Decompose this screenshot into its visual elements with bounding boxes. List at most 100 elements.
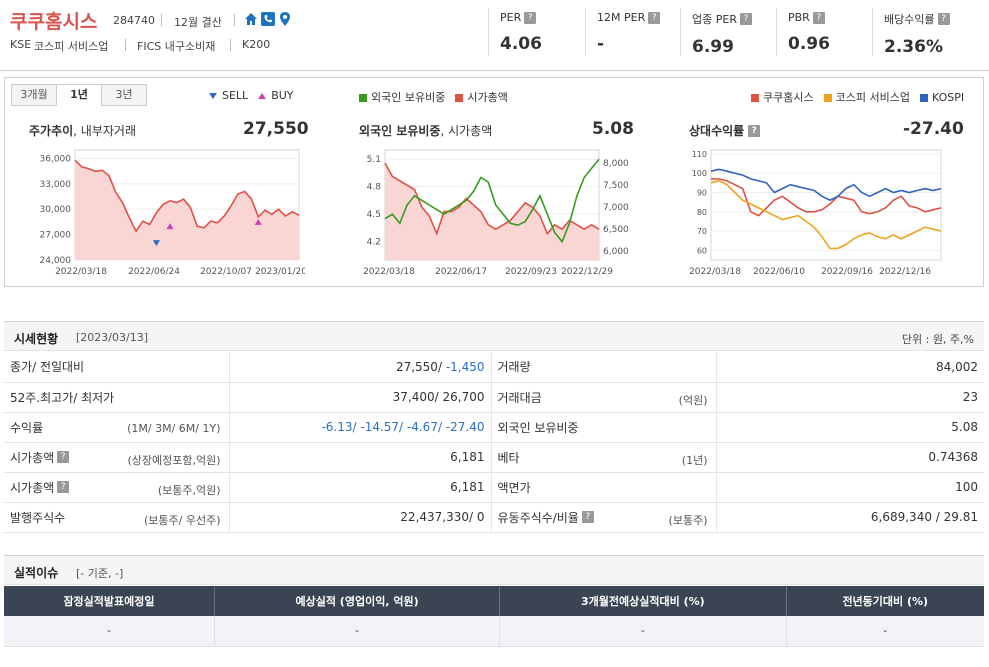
kospi-service-line	[710, 180, 942, 250]
row-value: 0.74368	[928, 450, 978, 464]
company-name: 쿠쿠홈시스	[10, 11, 98, 33]
row-label: 시가총액	[10, 480, 55, 495]
home-icon[interactable]	[244, 12, 258, 27]
y-tick-label-right: 7,000	[603, 203, 629, 213]
row-value: 22,437,330/ 0	[400, 510, 485, 524]
help-icon[interactable]: ?	[748, 124, 761, 137]
row-value: 100	[955, 480, 978, 494]
insider-legend: SELL BUY	[209, 89, 294, 102]
performance-table: 잠정실적발표예정일 예상실적 (영업이익, 억원) 3개월전예상실적대비 (%) 전년…	[4, 586, 984, 647]
chart-area: 3개월 1년 3년 SELL BUY 외국인 보유비중 시가총액 쿠쿠홈시스 코…	[4, 77, 984, 287]
help-icon[interactable]: ?	[581, 511, 594, 523]
row-value: 23	[962, 390, 978, 404]
y-tick-label: 70	[697, 227, 707, 236]
x-tick-label: 2022/03/18	[363, 267, 415, 277]
row-value: 37,400/ 26,700	[392, 390, 485, 404]
y-tick-label: 4.5	[367, 210, 381, 220]
buy-triangle-icon	[258, 93, 267, 99]
stock-line	[711, 178, 942, 217]
x-tick-label: 2022/03/18	[55, 267, 107, 277]
panel1-title: 주가추이, 내부자거래	[29, 124, 137, 138]
row-sublabel: (억원)	[678, 393, 708, 407]
y-tick-label-right: 8,000	[603, 159, 629, 169]
location-pin-icon[interactable]	[278, 12, 292, 27]
x-tick-label: 2022/06/10	[753, 267, 805, 277]
x-tick-label: 2022/12/16	[879, 267, 931, 277]
help-icon[interactable]: ?	[937, 13, 950, 25]
metric-industry-per: 업종 PER? 6.99	[692, 11, 752, 57]
sell-triangle-icon	[209, 93, 217, 99]
y-tick-label-right: 6,000	[603, 247, 629, 257]
x-tick-label: 2022/06/17	[435, 267, 487, 277]
row-label: 액면가	[497, 480, 531, 495]
table-row: 종가/ 전일대비 27,550/ -1,450 거래량 84,002	[4, 352, 984, 383]
market-status-date: [2023/03/13]	[76, 331, 148, 344]
y-tick-label-right: 7,500	[603, 181, 629, 191]
y-tick-label: 90	[697, 188, 707, 197]
row-sublabel: (보통주,억원)	[157, 483, 221, 497]
y-tick-label: 24,000	[40, 256, 72, 266]
x-tick-label: 2022/03/18	[689, 267, 741, 277]
x-tick-label: 2022/10/07	[200, 267, 252, 277]
table-row: 발행주식수 (보통주/ 우선주) 22,437,330/ 0 유동주식수/비율? (보통…	[4, 502, 984, 533]
column-header: 잠정실적발표예정일	[4, 586, 215, 616]
help-icon[interactable]: ?	[812, 11, 825, 24]
row-value-change: -6.13/ -14.57/ -4.67/ -27.40	[321, 420, 485, 434]
row-value-change: -1,450	[445, 359, 485, 374]
table-row: 시가총액? (상장예정포함,억원) 6,181 베타 (1년) 0.74368	[4, 442, 984, 473]
row-label: 거래량	[497, 360, 531, 375]
metric-pbr: PBR? 0.96	[788, 11, 830, 54]
row-label: 수익률	[10, 420, 44, 435]
tab-1y[interactable]: 1년	[56, 84, 102, 106]
y-tick-label: 110	[692, 150, 707, 159]
tab-3y[interactable]: 3년	[101, 84, 147, 106]
column-header: 전년동기대비 (%)	[786, 586, 984, 616]
row-sublabel: (1M/ 3M/ 6M/ 1Y)	[127, 421, 221, 435]
price-chart: 36,000 33,000 30,000 27,000 24,0002022/03/18…	[40, 149, 305, 277]
tab-3m[interactable]: 3개월	[11, 84, 57, 106]
y-tick-label: 27,000	[40, 231, 72, 241]
phone-icon[interactable]	[261, 12, 275, 27]
x-tick-label: 2023/01/20	[255, 267, 305, 277]
help-icon[interactable]: ?	[739, 13, 752, 25]
row-label: 시가총액	[10, 450, 55, 465]
x-tick-label: 2022/06/24	[128, 267, 180, 277]
x-tick-label: 2022/09/23	[505, 267, 557, 277]
y-tick-label: 4.2	[367, 238, 381, 248]
row-label: 유동주식수/비율	[497, 510, 579, 525]
row-value: 6,181	[450, 450, 485, 464]
market-status-title: 시세현황	[14, 332, 59, 346]
help-icon[interactable]: ?	[57, 481, 70, 493]
panel2-title: 외국인 보유비중, 시가총액	[359, 124, 493, 138]
x-tick-label: 2022/12/29	[561, 267, 613, 277]
unit-label: 단위 : 원, 주,%	[901, 333, 974, 346]
row-sublabel: (보통주)	[668, 513, 708, 527]
column-header: 3개월전예상실적대비 (%)	[499, 586, 787, 616]
row-label: 거래대금	[497, 390, 542, 405]
help-icon[interactable]: ?	[648, 11, 661, 24]
x-tick-label: 2022/09/16	[821, 267, 873, 277]
fics-label: FICS 내구소비재	[137, 40, 216, 53]
performance-title: 실적이슈	[14, 566, 59, 580]
foreign-legend: 외국인 보유비중 시가총액	[359, 89, 508, 105]
help-icon[interactable]: ?	[524, 11, 537, 24]
y-tick-label: 30,000	[40, 205, 72, 215]
row-value: 27,550/	[395, 359, 446, 374]
table-cell: -	[499, 616, 787, 647]
row-value: 6,181	[450, 480, 485, 494]
help-icon[interactable]: ?	[57, 451, 70, 463]
fiscal-month: 12월 결산	[174, 16, 222, 29]
relative-return-chart: 110 100 90 80 70 60 2022/03/18 2022/06/10 2022/0…	[689, 149, 942, 277]
table-row: 시가총액? (보통주,억원) 6,181 액면가 100	[4, 472, 984, 503]
row-sublabel: (상장예정포함,억원)	[127, 453, 221, 467]
performance-header: 실적이슈 [- 기준, -]	[4, 555, 984, 585]
table-cell: -	[214, 616, 501, 647]
y-tick-label: 60	[697, 246, 707, 255]
row-label: 외국인 보유비중	[497, 420, 579, 435]
sell-marker	[152, 240, 160, 247]
panel3-title: 상대수익률?	[689, 122, 761, 139]
row-sublabel: (보통주/ 우선주)	[143, 513, 221, 527]
y-tick-label: 5.1	[367, 155, 381, 165]
row-label: 52주.최고가/ 최저가	[10, 390, 115, 405]
market-label: KSE	[10, 38, 32, 51]
